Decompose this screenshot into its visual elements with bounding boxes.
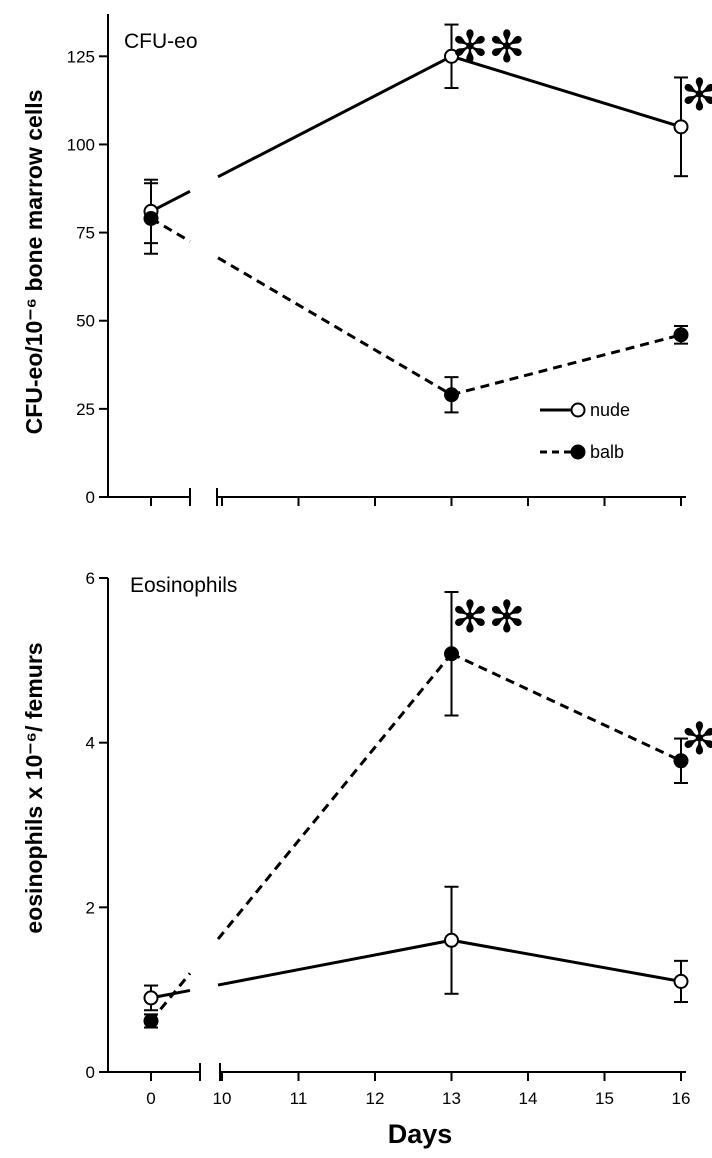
- y-tick-label: 0: [86, 488, 95, 507]
- x-tick-label: 11: [290, 1089, 308, 1108]
- data-point-balb: [143, 1013, 159, 1029]
- x-tick-label: 12: [366, 1089, 385, 1108]
- y-tick-label: 100: [67, 135, 95, 154]
- significance-marker: ✻✻: [452, 592, 526, 643]
- x-tick-label: 15: [595, 1089, 614, 1108]
- significance-marker: ✻: [681, 714, 712, 765]
- panel-title: Eosinophils: [130, 574, 237, 597]
- y-tick-label: 0: [86, 1063, 95, 1082]
- legend-label: balb: [590, 442, 624, 462]
- series-line-nude: [451, 938, 682, 983]
- series-line-nude: [217, 54, 453, 179]
- data-point-nude: [673, 973, 689, 989]
- legend: nude balb: [540, 400, 630, 462]
- series-line-balb: [450, 652, 682, 763]
- series-line-balb: [149, 972, 192, 1022]
- data-point-balb: [444, 387, 459, 403]
- data-point-balb: [143, 210, 159, 226]
- y-axis-label: eosinophils x 10⁻⁶/ femurs: [21, 642, 47, 933]
- y-axis-label: CFU-eo/10⁻⁶ bone marrow cells: [21, 90, 47, 435]
- data-point-nude: [444, 932, 459, 948]
- legend-label: nude: [590, 400, 630, 420]
- significance-marker: ✻✻: [452, 22, 526, 73]
- data-point-balb: [444, 646, 459, 662]
- panel-eosinophils: Eosinophils eosinophils x 10⁻⁶/ femurs D…: [21, 569, 712, 1149]
- series-line-balb: [216, 652, 453, 941]
- series-line-nude: [217, 938, 452, 987]
- x-tick-label: 16: [672, 1089, 691, 1108]
- data-point-balb: [673, 753, 689, 769]
- panel-cfu-eo: CFU-eo CFU-eo/10⁻⁶ bone marrow cells 0 25…: [21, 14, 712, 507]
- y-tick-label: 50: [76, 312, 95, 331]
- series-line-balb: [451, 333, 682, 397]
- y-tick-label: 25: [76, 400, 95, 419]
- y-tick-label: 2: [86, 898, 95, 917]
- data-point-balb: [673, 327, 689, 343]
- x-tick-label: 14: [519, 1089, 538, 1108]
- series-line-balb: [217, 256, 453, 397]
- y-tick-label: 6: [86, 569, 95, 588]
- x-tick-label: 0: [146, 1089, 155, 1108]
- x-tick-label: 10: [213, 1089, 232, 1108]
- data-point-nude: [444, 48, 459, 64]
- legend-marker-nude: [570, 402, 586, 418]
- y-tick-label: 75: [76, 224, 95, 243]
- x-axis-label: Days: [388, 1119, 453, 1149]
- data-point-nude: [673, 119, 689, 135]
- panel-title: CFU-eo: [124, 30, 198, 53]
- x-tick-label: 13: [442, 1089, 461, 1108]
- series-line-nude: [451, 54, 682, 129]
- legend-marker-balb: [570, 444, 586, 460]
- data-point-nude: [143, 990, 159, 1006]
- significance-marker: ✻: [681, 70, 712, 121]
- y-tick-label: 4: [86, 734, 95, 753]
- y-tick-label: 125: [67, 47, 95, 66]
- series-line-balb: [150, 217, 191, 243]
